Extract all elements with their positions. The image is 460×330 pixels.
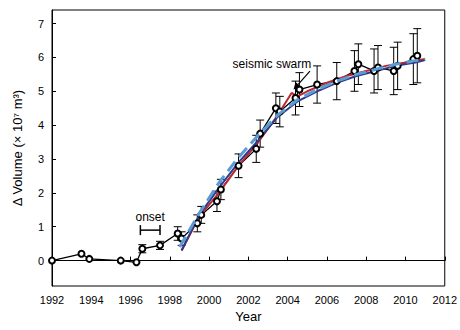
svg-text:4: 4 <box>38 119 44 131</box>
svg-text:1992: 1992 <box>40 294 64 306</box>
svg-text:1: 1 <box>38 221 44 233</box>
svg-text:2000: 2000 <box>197 294 221 306</box>
svg-text:0: 0 <box>38 255 44 267</box>
svg-text:2006: 2006 <box>315 294 339 306</box>
svg-text:Δ Volume (× 10⁷ m³): Δ Volume (× 10⁷ m³) <box>10 90 25 206</box>
svg-text:3: 3 <box>38 153 44 165</box>
svg-text:2012: 2012 <box>433 294 457 306</box>
svg-text:2010: 2010 <box>393 294 417 306</box>
svg-text:6: 6 <box>38 51 44 63</box>
svg-text:7: 7 <box>38 18 44 30</box>
svg-text:2002: 2002 <box>236 294 260 306</box>
svg-text:5: 5 <box>38 85 44 97</box>
svg-text:Year: Year <box>235 309 262 324</box>
svg-text:1998: 1998 <box>158 294 182 306</box>
svg-text:seismic swarm: seismic swarm <box>233 57 312 71</box>
svg-text:2008: 2008 <box>354 294 378 306</box>
svg-text:2: 2 <box>38 187 44 199</box>
svg-text:2004: 2004 <box>275 294 299 306</box>
svg-text:1994: 1994 <box>79 294 103 306</box>
svg-text:1996: 1996 <box>118 294 142 306</box>
svg-text:onset: onset <box>136 210 166 224</box>
